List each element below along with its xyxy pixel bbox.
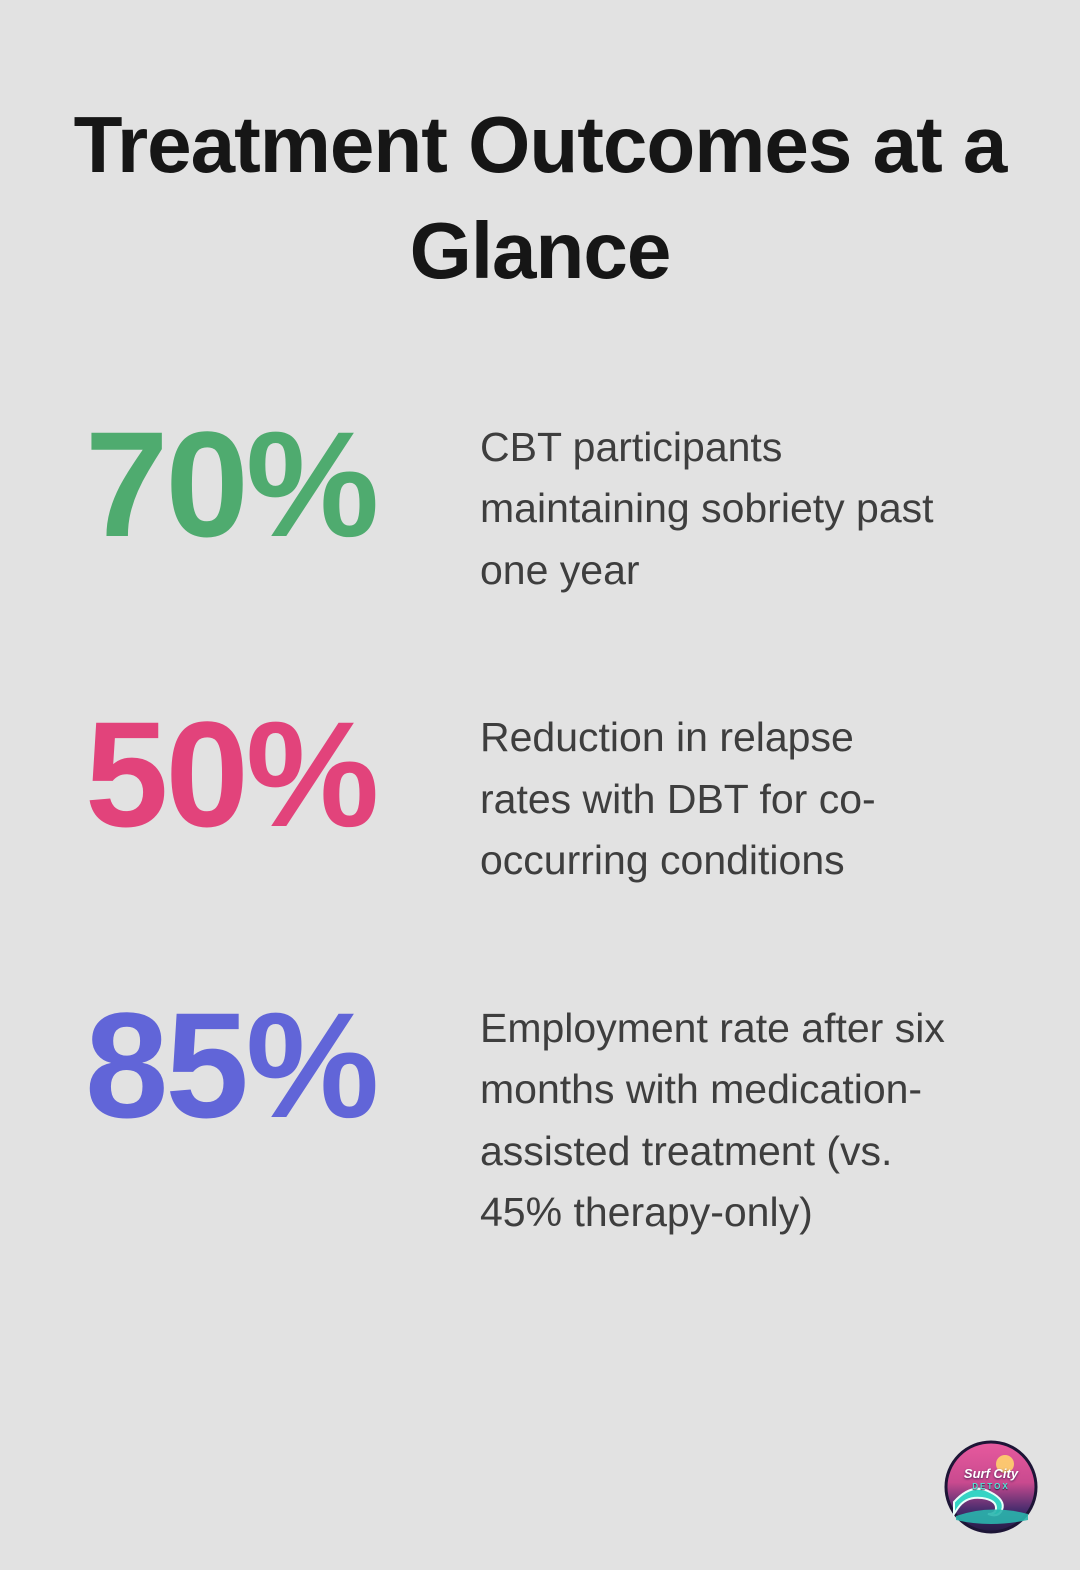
stat-row-cbt-sobriety: 70% CBT participants maintaining sobriet… [85,399,1000,602]
stat-description: Employment rate after six months with me… [480,1004,945,1236]
stat-value: 85% [85,980,379,1149]
surf-city-detox-logo: Surf City DETOX [944,1440,1038,1534]
stats-list: 70% CBT participants maintaining sobriet… [0,399,1080,1244]
stat-row-mat-employment: 85% Employment rate after six months wit… [85,980,1000,1244]
stat-row-dbt-relapse: 50% Reduction in relapse rates with DBT … [85,690,1000,892]
stat-description: Reduction in relapse rates with DBT for … [480,714,876,884]
stat-value: 70% [85,399,379,568]
stat-value: 50% [85,690,379,859]
page-title: Treatment Outcomes at a Glance [73,100,1008,296]
logo-subname-text: DETOX [972,1482,1010,1491]
stat-description: CBT participants maintaining sobriety pa… [480,423,934,593]
logo-name-text: Surf City [963,1466,1019,1481]
